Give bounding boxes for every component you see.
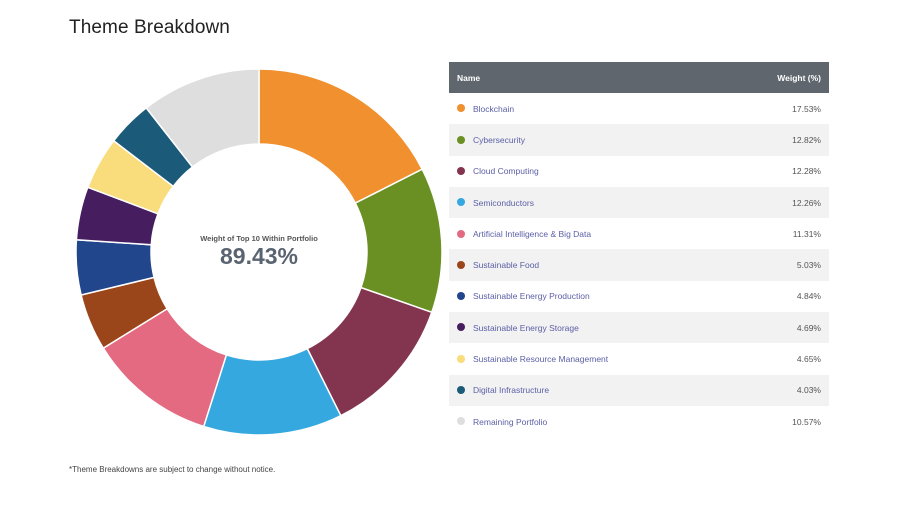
legend-weight-value: 10.57% [792,416,821,427]
legend-dot-icon [457,198,465,207]
legend-weight-value: 4.03% [728,374,829,406]
legend-label: Blockchain [473,103,515,114]
legend-weight-value: 5.03% [728,249,829,281]
legend-row: Sustainable Resource Management 4.65% [449,343,829,374]
legend-weight-value: 4.65% [796,354,821,365]
legend-label: Digital Infrastructure [473,385,550,396]
legend-dot-icon [457,135,465,144]
legend-row: Semiconductors 12.26% [449,186,829,219]
donut-svg [75,68,443,436]
legend-label: Sustainable Energy Production [473,291,590,302]
legend-dot-icon [457,323,465,332]
legend-weight-value: 12.82% [728,124,829,156]
legend-weight-value: 17.53% [792,103,821,114]
legend-table: Name Weight (%) Blockchain 17.53% Cybersec… [449,62,829,437]
legend-name-cell: Sustainable Resource Management [449,343,729,374]
legend-dot-icon [457,166,465,175]
legend-row: Digital Infrastructure 4.03% [449,374,829,406]
legend-dot-icon [457,229,465,238]
legend-name-cell: Cloud Computing [449,156,729,187]
legend-label: Remaining Portfolio [473,416,548,427]
legend-dot-icon [457,386,465,395]
legend-row: Sustainable Energy Storage 4.69% [449,312,829,344]
legend-label: Cybersecurity [473,134,525,145]
legend-dot-icon [457,292,465,301]
legend-name-cell: Sustainable Energy Storage [449,312,729,344]
footnote: *Theme Breakdowns are subject to change … [69,465,276,474]
header-name: Name [449,62,729,93]
legend-label: Semiconductors [473,197,534,208]
legend-label: Artificial Intelligence & Big Data [473,228,592,239]
center-label: Weight of Top 10 Within Portfolio [200,234,318,243]
legend-label: Cloud Computing [473,166,539,177]
legend-row: Sustainable Energy Production 4.84% [449,281,829,312]
legend-row: Artificial Intelligence & Big Data 11.31% [449,218,829,249]
legend-name-cell: Digital Infrastructure [449,374,729,406]
legend-weight-value: 4.84% [796,291,821,302]
legend-name-cell: Remaining Portfolio [449,406,729,437]
legend-dot-icon [457,260,465,269]
legend-weight-value: 11.31% [792,228,821,239]
legend-dot-icon [457,417,465,426]
legend-row: Cybersecurity 12.82% [449,124,829,156]
legend-dot-icon [457,354,465,363]
legend-label: Sustainable Resource Management [473,354,609,365]
legend-header-row: Name Weight (%) [449,62,829,93]
legend-weight-value: 12.28% [792,166,821,177]
legend-label: Sustainable Food [473,260,540,271]
legend-dot-icon [457,104,465,113]
chart-title: Theme Breakdown [69,17,230,38]
legend-row: Remaining Portfolio 10.57% [449,406,829,437]
legend-name-cell: Semiconductors [449,186,729,219]
legend-row: Blockchain 17.53% [449,93,829,124]
legend-row: Cloud Computing 12.28% [449,156,829,187]
legend-name-cell: Sustainable Energy Production [449,281,729,312]
legend-name-cell: Cybersecurity [449,124,729,156]
header-weight: Weight (%) [728,62,829,93]
donut-chart: Weight of Top 10 Within Portfolio 89.43% [75,68,443,436]
legend-body: Blockchain 17.53% Cybersecurity 12.82% Cloud… [449,93,829,437]
legend-label: Sustainable Energy Storage [473,322,579,333]
legend-weight-value: 4.69% [728,312,829,344]
legend-weight-value: 12.26% [728,186,829,219]
legend-name-cell: Sustainable Food [449,249,729,281]
legend-name-cell: Artificial Intelligence & Big Data [449,218,729,249]
donut-slice-remaining-portfolio[interactable] [145,68,260,169]
center-value: 89.43% [219,243,298,269]
legend-name-cell: Blockchain [449,93,729,124]
legend-row: Sustainable Food 5.03% [449,249,829,281]
